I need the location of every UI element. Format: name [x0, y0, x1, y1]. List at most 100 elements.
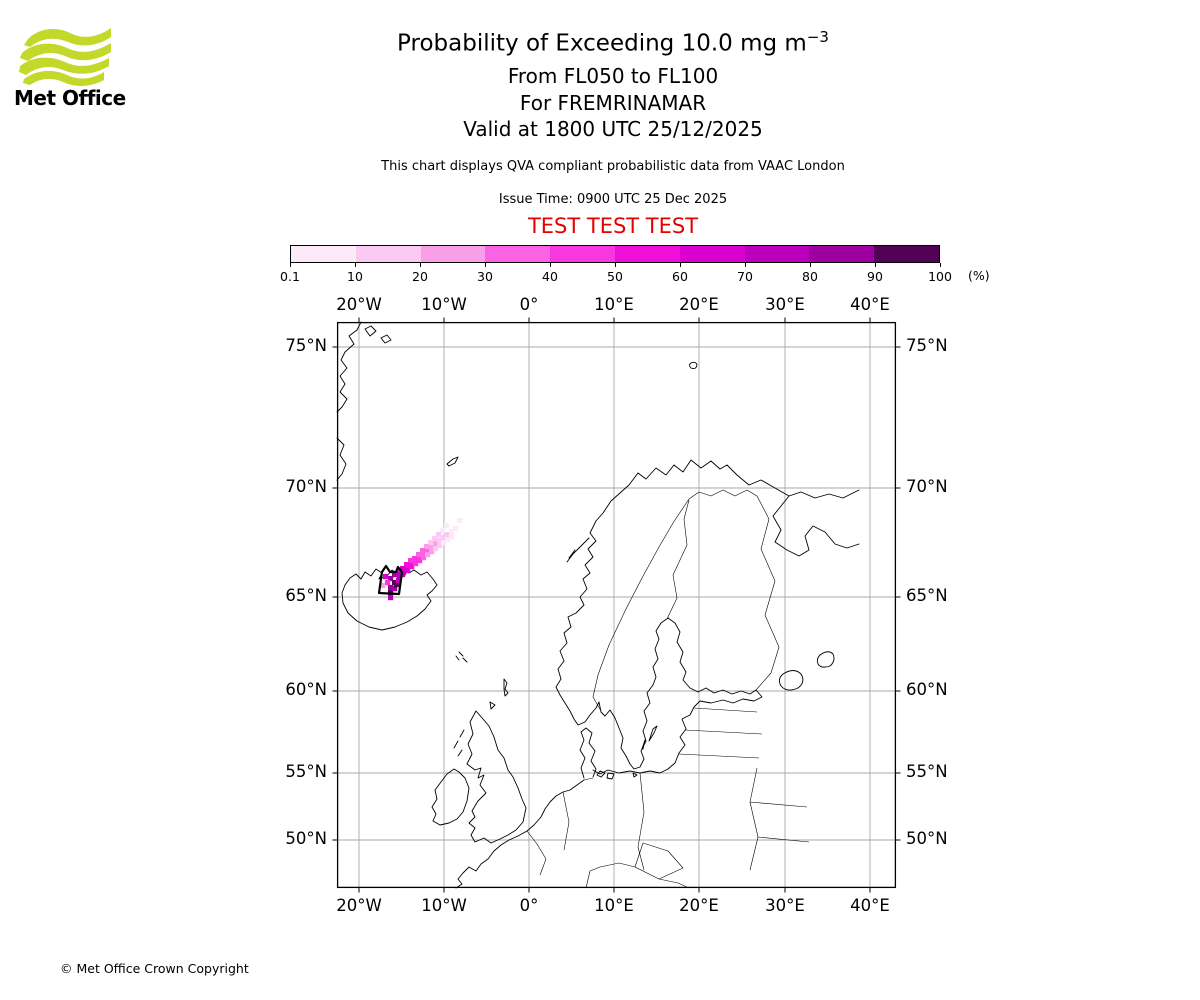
colorbar-segment-3 [420, 246, 486, 262]
border-germany-denmark [583, 777, 594, 781]
map-frame [336, 321, 897, 889]
plume-cell [433, 541, 439, 547]
plume-cell [400, 566, 406, 572]
lon-label-top: 40°E [850, 295, 890, 314]
plume-cell [416, 552, 422, 558]
border-norway-sweden [592, 498, 690, 712]
plume-cell [396, 578, 402, 584]
coast-ireland [431, 768, 470, 826]
plume-cell [437, 538, 443, 544]
lat-label-right: 65°N [906, 586, 948, 605]
coast-gotland [648, 725, 658, 742]
colorbar-label-10: 10 [347, 269, 363, 284]
plume-cell [417, 558, 423, 564]
colorbar-tick [550, 263, 551, 267]
colorbar-segment-6 [614, 246, 680, 262]
lon-label-bottom: 0° [519, 896, 539, 915]
border-france-belgium [526, 830, 547, 876]
colorbar-tick [420, 263, 421, 267]
plume-cell [405, 568, 411, 574]
coast-lake-ladoga [778, 670, 804, 691]
lat-label-left: 70°N [285, 477, 327, 496]
plume-cell [445, 537, 451, 543]
colorbar-label-50: 50 [607, 269, 623, 284]
lat-label-left: 65°N [285, 586, 327, 605]
lat-label-left: 75°N [285, 336, 327, 355]
met-office-logo [19, 28, 111, 86]
plume-cell [429, 544, 435, 550]
border-sweden-finland [666, 499, 690, 620]
colorbar-tick [485, 263, 486, 267]
plume-cell [409, 564, 415, 570]
colorbar-label-0.1: 0.1 [280, 269, 300, 284]
border-baltic-states [678, 707, 763, 759]
plume-cell [392, 586, 398, 592]
lat-label-right: 75°N [906, 336, 948, 355]
plume-cell [449, 534, 455, 540]
plume-cell [388, 576, 394, 582]
plume-cell [424, 544, 430, 550]
test-banner: TEST TEST TEST [527, 214, 699, 238]
lon-label-top: 30°E [765, 295, 805, 314]
subtitle-valid-time: Valid at 1800 UTC 25/12/2025 [463, 117, 763, 141]
lon-label-bottom: 40°E [850, 896, 890, 915]
plume-cell [420, 548, 426, 554]
coast-jan-mayen [446, 456, 459, 467]
colorbar-tick [615, 263, 616, 267]
lat-label-right: 50°N [906, 829, 948, 848]
qva-note: This chart displays QVA compliant probab… [381, 159, 845, 174]
colorbar-tick [810, 263, 811, 267]
plume-cell [429, 549, 435, 555]
colorbar-unit: (%) [968, 268, 990, 283]
border-finland-russia [755, 495, 780, 691]
lon-label-bottom: 10°E [594, 896, 634, 915]
lat-label-right: 60°N [906, 680, 948, 699]
chart-title: Probability of Exceeding 10.0 mg m−3 [397, 28, 829, 57]
plume-cell [408, 558, 414, 564]
colorbar-segment-2 [355, 246, 421, 262]
coast-oland [641, 739, 646, 750]
colorbar-tick [940, 263, 941, 267]
plume-cell [441, 535, 447, 541]
colorbar-label-70: 70 [737, 269, 753, 284]
axis-ticks [332, 317, 901, 893]
lon-label-bottom: 20°E [679, 896, 719, 915]
colorbar-segment-4 [485, 246, 551, 262]
coast-great-britain [466, 710, 527, 844]
colorbar-label-60: 60 [672, 269, 688, 284]
lon-label-top: 20°W [336, 295, 382, 314]
plume-cell [425, 552, 431, 558]
plume-cell [383, 574, 389, 580]
issue-time: Issue Time: 0900 UTC 25 Dec 2025 [498, 192, 728, 207]
colorbar-segment-10 [874, 246, 939, 262]
colorbar-segment-7 [679, 246, 745, 262]
plume-cell [445, 532, 451, 538]
plume-cell [412, 556, 418, 562]
map-area: 20°W 20°W 10°W 10°W 0° 0° 10°E 10°E 20°E 20°E 30°E… [285, 295, 947, 915]
plume-cell [413, 561, 419, 567]
coast-lake-onega [816, 651, 835, 668]
plume-cell [440, 528, 446, 534]
plume-cell [421, 555, 427, 561]
border-finnmark [688, 489, 758, 500]
plume-cell [385, 580, 391, 586]
colorbar-label-100: 100 [928, 269, 952, 284]
border-alps-region [585, 862, 690, 889]
lat-label-left: 60°N [285, 680, 327, 699]
coast-greenland-island2 [380, 334, 392, 344]
coast-lofoten [566, 537, 590, 563]
lat-label-right: 55°N [906, 762, 948, 781]
colorbar-label-90: 90 [867, 269, 883, 284]
coast-greenland [336, 321, 362, 413]
lon-label-bottom: 30°E [765, 896, 805, 915]
colorbar-label-40: 40 [542, 269, 558, 284]
coast-iceland [341, 568, 438, 631]
plume-cell [428, 540, 434, 546]
lat-label-right: 70°N [906, 477, 948, 496]
coast-bornholm [632, 772, 638, 778]
coast-hebrides [453, 729, 465, 757]
lon-label-top: 20°E [679, 295, 719, 314]
plume-cell [457, 518, 463, 524]
colorbar-label-80: 80 [802, 269, 818, 284]
coast-bear-island [689, 361, 698, 370]
